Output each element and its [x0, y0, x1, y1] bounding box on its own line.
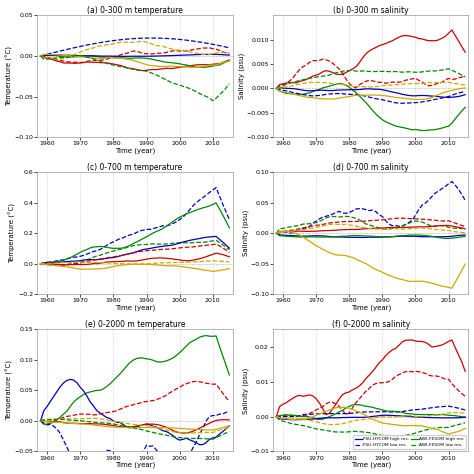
Y-axis label: Temperature (°C): Temperature (°C) [6, 360, 13, 420]
Legend: FSU-HYCOM high res., FSU-HYCOM low res., AWI-FESOM high res., AWI-FESOM low res.: FSU-HYCOM high res., FSU-HYCOM low res.,… [354, 435, 466, 449]
Y-axis label: Temperature (°C): Temperature (°C) [6, 46, 13, 106]
Y-axis label: Salinity (psu): Salinity (psu) [242, 210, 248, 256]
X-axis label: Time (year): Time (year) [351, 305, 391, 311]
Y-axis label: Temperature (°C): Temperature (°C) [9, 203, 17, 264]
Y-axis label: Salinity (psu): Salinity (psu) [238, 53, 245, 100]
Title: (e) 0-2000 m temperature: (e) 0-2000 m temperature [85, 319, 185, 328]
Title: (a) 0-300 m temperature: (a) 0-300 m temperature [87, 6, 183, 15]
Y-axis label: Salinity (psu): Salinity (psu) [242, 367, 248, 413]
X-axis label: Time (year): Time (year) [115, 462, 155, 468]
Title: (f) 0-2000 m salinity: (f) 0-2000 m salinity [332, 319, 410, 328]
Title: (d) 0-700 m salinity: (d) 0-700 m salinity [333, 163, 409, 172]
X-axis label: Time (year): Time (year) [351, 148, 391, 155]
X-axis label: Time (year): Time (year) [115, 148, 155, 155]
X-axis label: Time (year): Time (year) [351, 462, 391, 468]
X-axis label: Time (year): Time (year) [115, 305, 155, 311]
Title: (c) 0-700 m temperature: (c) 0-700 m temperature [87, 163, 182, 172]
Title: (b) 0-300 m salinity: (b) 0-300 m salinity [333, 6, 409, 15]
